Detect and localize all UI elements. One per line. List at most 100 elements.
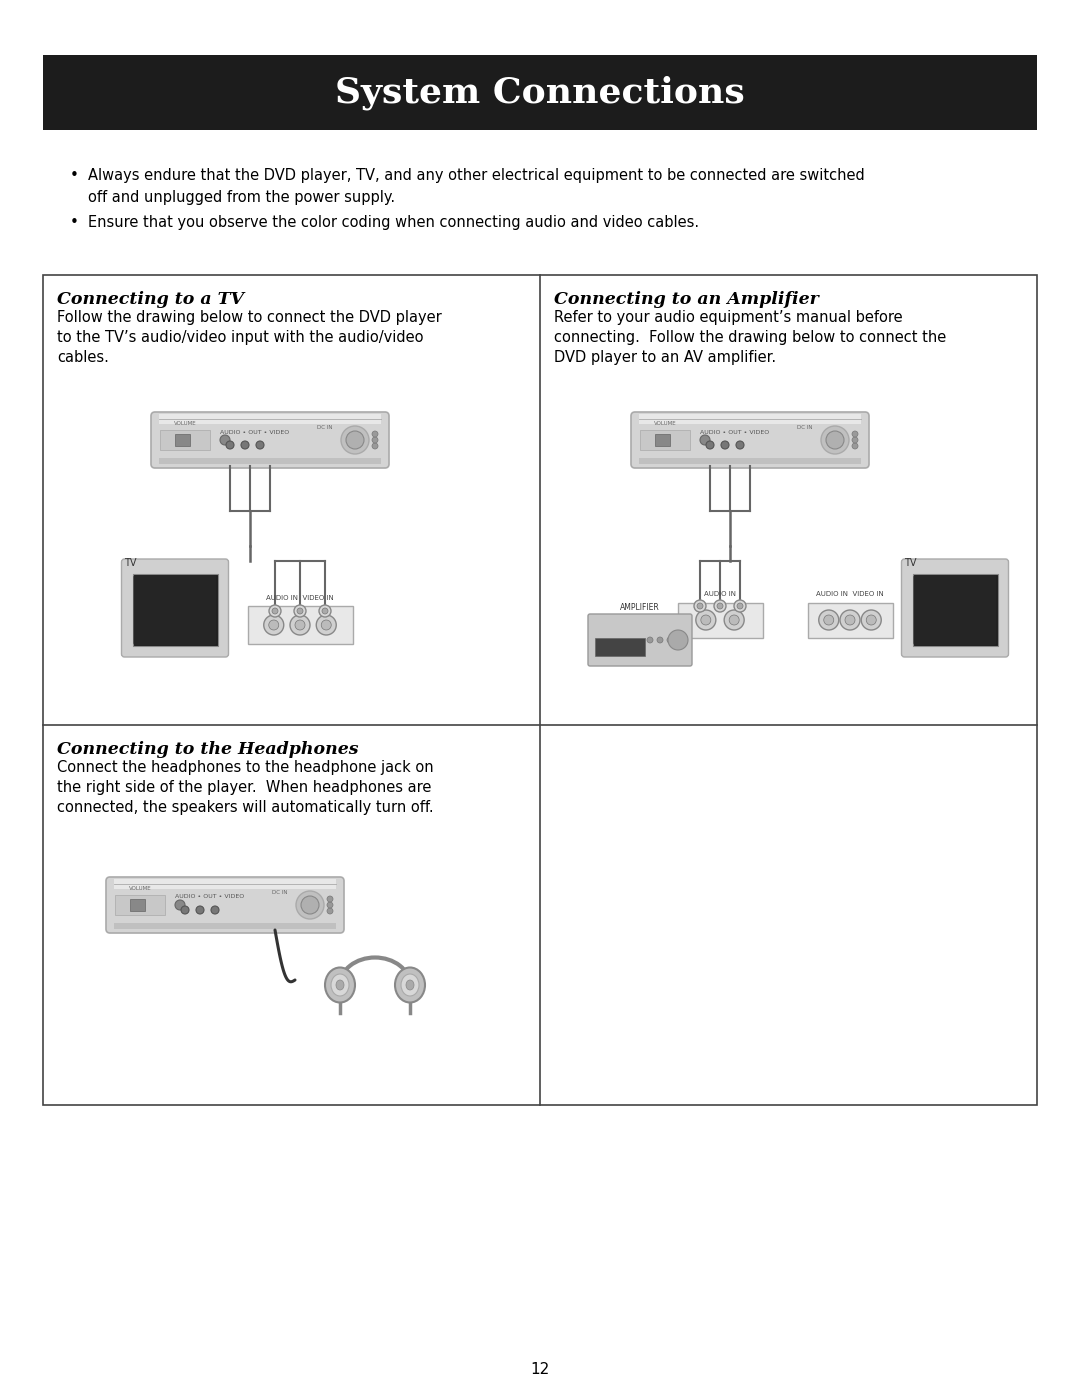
FancyBboxPatch shape bbox=[121, 559, 229, 657]
Bar bbox=[247, 606, 352, 644]
Bar bbox=[677, 602, 762, 637]
Circle shape bbox=[852, 432, 858, 437]
Ellipse shape bbox=[401, 974, 419, 996]
Circle shape bbox=[840, 610, 860, 630]
Circle shape bbox=[272, 608, 278, 615]
Circle shape bbox=[824, 615, 834, 624]
Circle shape bbox=[866, 615, 876, 624]
Text: DC IN: DC IN bbox=[797, 425, 813, 430]
Circle shape bbox=[819, 610, 839, 630]
Text: AMPLIFIER: AMPLIFIER bbox=[620, 604, 660, 612]
FancyBboxPatch shape bbox=[151, 412, 389, 468]
Circle shape bbox=[721, 441, 729, 448]
FancyBboxPatch shape bbox=[106, 877, 345, 933]
Circle shape bbox=[220, 434, 230, 446]
Bar bbox=[654, 434, 670, 446]
Bar bbox=[639, 458, 861, 464]
Circle shape bbox=[725, 610, 744, 630]
Circle shape bbox=[735, 441, 744, 448]
Circle shape bbox=[845, 615, 855, 624]
Bar bbox=[159, 414, 381, 425]
Circle shape bbox=[211, 907, 219, 914]
Text: AUDIO IN  VIDEO IN: AUDIO IN VIDEO IN bbox=[816, 591, 883, 598]
Circle shape bbox=[269, 605, 281, 617]
Circle shape bbox=[264, 615, 284, 636]
Text: Follow the drawing below to connect the DVD player
to the TV’s audio/video input: Follow the drawing below to connect the … bbox=[57, 310, 442, 365]
Ellipse shape bbox=[395, 968, 426, 1003]
Text: 12: 12 bbox=[530, 1362, 550, 1377]
Circle shape bbox=[322, 608, 328, 615]
Text: Connecting to the Headphones: Connecting to the Headphones bbox=[57, 740, 359, 759]
Circle shape bbox=[241, 441, 249, 448]
Circle shape bbox=[657, 637, 663, 643]
Text: Connect the headphones to the headphone jack on
the right side of the player.  W: Connect the headphones to the headphone … bbox=[57, 760, 434, 814]
Circle shape bbox=[717, 604, 723, 609]
Circle shape bbox=[734, 599, 746, 612]
FancyBboxPatch shape bbox=[631, 412, 869, 468]
Text: TV: TV bbox=[124, 557, 137, 569]
Circle shape bbox=[297, 608, 303, 615]
Text: AUDIO • OUT • VIDEO: AUDIO • OUT • VIDEO bbox=[220, 429, 289, 434]
Bar bbox=[913, 574, 998, 645]
Circle shape bbox=[737, 604, 743, 609]
Circle shape bbox=[327, 902, 333, 908]
Bar bbox=[640, 430, 690, 450]
Bar bbox=[114, 879, 336, 888]
Circle shape bbox=[341, 426, 369, 454]
Circle shape bbox=[372, 432, 378, 437]
Text: VOLUME: VOLUME bbox=[174, 420, 197, 426]
Bar bbox=[114, 895, 165, 915]
Circle shape bbox=[195, 907, 204, 914]
Circle shape bbox=[175, 900, 185, 909]
Bar bbox=[43, 54, 1037, 130]
Circle shape bbox=[372, 443, 378, 448]
Bar bbox=[808, 602, 892, 637]
Circle shape bbox=[327, 895, 333, 902]
Bar bbox=[133, 574, 217, 645]
Ellipse shape bbox=[325, 968, 355, 1003]
Bar bbox=[114, 923, 336, 929]
Circle shape bbox=[669, 630, 688, 650]
Text: AUDIO IN: AUDIO IN bbox=[704, 591, 735, 598]
Circle shape bbox=[700, 434, 710, 446]
Circle shape bbox=[861, 610, 881, 630]
Bar bbox=[639, 414, 861, 425]
Circle shape bbox=[226, 441, 234, 448]
Text: System Connections: System Connections bbox=[335, 75, 745, 110]
Circle shape bbox=[696, 610, 716, 630]
Circle shape bbox=[321, 620, 332, 630]
Text: Connecting to an Amplifier: Connecting to an Amplifier bbox=[554, 291, 819, 307]
Bar bbox=[160, 430, 210, 450]
Circle shape bbox=[667, 637, 673, 643]
Text: Refer to your audio equipment’s manual before
connecting.  Follow the drawing be: Refer to your audio equipment’s manual b… bbox=[554, 310, 946, 365]
Text: AUDIO • OUT • VIDEO: AUDIO • OUT • VIDEO bbox=[175, 894, 245, 900]
Circle shape bbox=[346, 432, 364, 448]
Text: Connecting to a TV: Connecting to a TV bbox=[57, 291, 244, 307]
Text: VOLUME: VOLUME bbox=[129, 886, 151, 891]
Text: Ensure that you observe the color coding when connecting audio and video cables.: Ensure that you observe the color coding… bbox=[87, 215, 699, 231]
Circle shape bbox=[301, 895, 319, 914]
Text: •: • bbox=[70, 215, 79, 231]
Circle shape bbox=[714, 599, 726, 612]
Bar bbox=[130, 900, 145, 911]
Circle shape bbox=[327, 908, 333, 914]
Circle shape bbox=[694, 599, 706, 612]
Bar bbox=[43, 275, 1037, 1105]
Circle shape bbox=[647, 637, 653, 643]
Text: DC IN: DC IN bbox=[272, 890, 287, 895]
FancyBboxPatch shape bbox=[902, 559, 1009, 657]
Text: Always endure that the DVD player, TV, and any other electrical equipment to be : Always endure that the DVD player, TV, a… bbox=[87, 168, 865, 183]
Circle shape bbox=[181, 907, 189, 914]
Text: TV: TV bbox=[905, 557, 917, 569]
FancyBboxPatch shape bbox=[914, 576, 997, 645]
Circle shape bbox=[294, 605, 306, 617]
Circle shape bbox=[319, 605, 330, 617]
Circle shape bbox=[852, 437, 858, 443]
FancyBboxPatch shape bbox=[588, 615, 692, 666]
Text: VOLUME: VOLUME bbox=[653, 420, 676, 426]
Text: AUDIO IN  VIDEO IN: AUDIO IN VIDEO IN bbox=[266, 595, 334, 601]
Circle shape bbox=[295, 620, 305, 630]
Circle shape bbox=[729, 615, 739, 624]
Circle shape bbox=[826, 432, 843, 448]
Bar bbox=[175, 434, 190, 446]
